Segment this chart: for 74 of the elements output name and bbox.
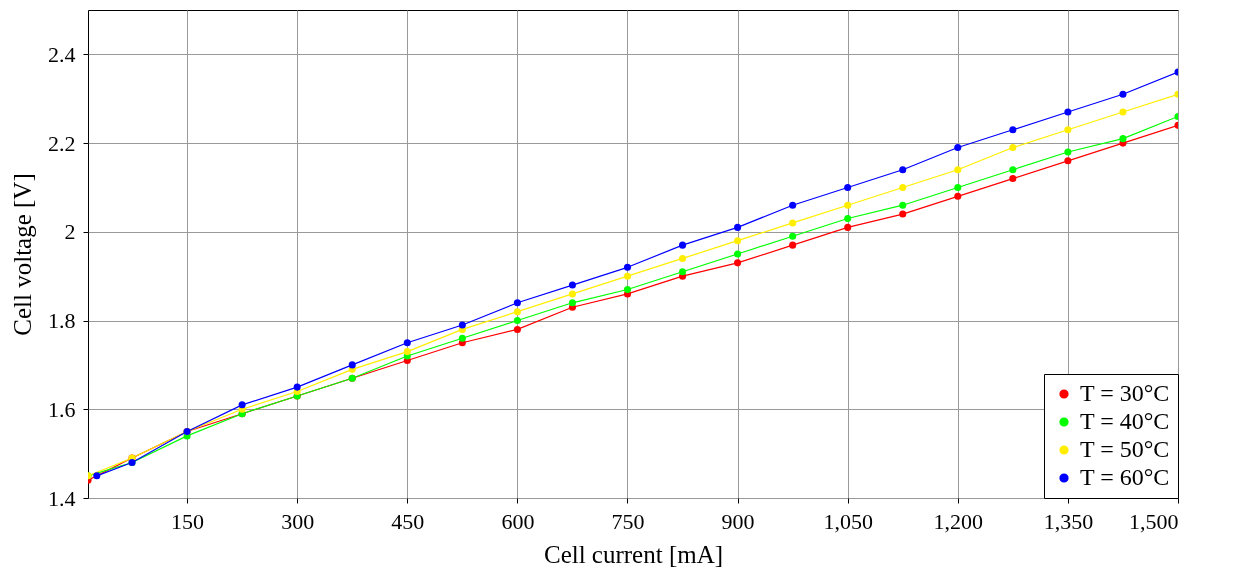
point — [844, 183, 852, 191]
point — [238, 401, 246, 409]
point — [623, 272, 632, 280]
point — [513, 325, 521, 333]
point — [513, 308, 521, 316]
point — [789, 219, 797, 227]
x-tick-label: 300 — [281, 508, 315, 534]
point — [899, 183, 907, 191]
x-tick-label: 900 — [721, 508, 755, 534]
point — [568, 299, 576, 307]
legend-label: T = 60°C — [1080, 464, 1170, 490]
point — [734, 250, 742, 258]
x-tick-label: 150 — [171, 508, 205, 534]
point — [844, 214, 852, 223]
point — [789, 232, 797, 240]
point — [458, 321, 466, 329]
point — [899, 201, 907, 209]
point — [623, 285, 632, 294]
x-tick-label: 1,350 — [1043, 508, 1094, 534]
x-tick-label: 1,500 — [1129, 508, 1179, 534]
x-tick-label: 600 — [501, 508, 535, 534]
point — [844, 201, 852, 209]
point — [954, 192, 962, 200]
legend-label: T = 50°C — [1080, 436, 1170, 462]
point — [293, 383, 301, 391]
y-tick-label: 2.2 — [48, 130, 76, 156]
point — [734, 237, 742, 245]
point — [734, 223, 742, 231]
legend-label: T = 40°C — [1080, 408, 1170, 434]
x-tick-label: 1,050 — [823, 508, 873, 534]
point — [403, 348, 411, 356]
point — [1064, 157, 1072, 165]
point — [954, 166, 962, 174]
x-axis-title: Cell current [mA] — [543, 540, 724, 568]
point — [679, 268, 687, 276]
point — [899, 166, 907, 174]
point — [1119, 108, 1127, 116]
point — [789, 201, 797, 209]
point — [568, 281, 576, 289]
y-tick-label: 1.4 — [48, 485, 76, 511]
point — [1009, 144, 1017, 152]
point — [954, 183, 962, 191]
x-tick-label: 1,200 — [933, 508, 984, 534]
point — [734, 259, 742, 267]
point — [623, 263, 632, 271]
point — [348, 361, 356, 369]
point — [1064, 108, 1072, 116]
point — [513, 299, 521, 307]
x-tick-label: 450 — [391, 508, 425, 534]
y-axis-title: Cell voltage [V] — [9, 173, 36, 336]
y-tick-label: 2.4 — [48, 41, 76, 67]
point — [403, 339, 411, 347]
point — [568, 290, 576, 298]
point — [954, 144, 962, 152]
y-tick-label: 1.6 — [48, 396, 76, 422]
point — [899, 210, 907, 218]
y-tick-label: 1.8 — [48, 308, 76, 334]
point — [1119, 135, 1127, 143]
point — [679, 241, 687, 249]
point — [1009, 175, 1017, 183]
point — [513, 317, 521, 325]
x-tick-label: 750 — [611, 508, 645, 534]
point — [789, 241, 797, 249]
point — [1119, 90, 1127, 98]
point — [1064, 148, 1072, 156]
legend-label: T = 30°C — [1080, 380, 1170, 406]
point — [679, 254, 687, 262]
point — [844, 223, 852, 231]
point — [458, 334, 466, 342]
point — [93, 472, 101, 480]
point — [1009, 166, 1017, 174]
point — [1009, 126, 1017, 134]
y-tick-label: 2 — [64, 219, 76, 245]
point — [1064, 126, 1072, 134]
